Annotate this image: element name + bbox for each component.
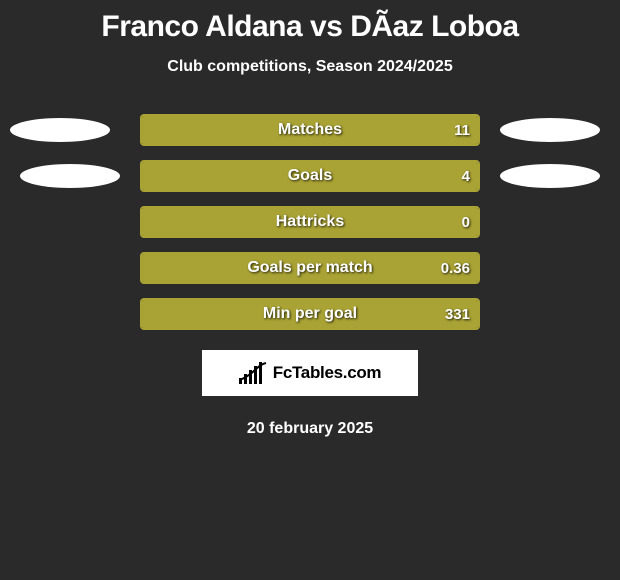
player-avatar xyxy=(500,118,600,142)
stat-label: Min per goal xyxy=(142,305,478,323)
stat-value: 4 xyxy=(462,168,470,185)
subtitle: Club competitions, Season 2024/2025 xyxy=(167,58,452,76)
stat-label: Goals per match xyxy=(142,259,478,277)
logo-text: FcTables.com xyxy=(273,363,382,383)
stat-value: 331 xyxy=(445,306,470,323)
player-avatar xyxy=(20,164,120,188)
stat-bar: Min per goal331 xyxy=(140,298,480,330)
stat-row: Matches11 xyxy=(0,114,620,146)
stat-value: 11 xyxy=(454,122,470,139)
stat-row: Min per goal331 xyxy=(0,298,620,330)
stat-label: Hattricks xyxy=(142,213,478,231)
player-avatar xyxy=(500,164,600,188)
stat-value: 0.36 xyxy=(441,260,470,277)
chart-icon xyxy=(239,362,267,384)
stat-label: Matches xyxy=(142,121,478,139)
stat-bar: Goals4 xyxy=(140,160,480,192)
stat-label: Goals xyxy=(142,167,478,185)
stat-row: Goals4 xyxy=(0,160,620,192)
stat-row: Hattricks0 xyxy=(0,206,620,238)
stat-bar: Goals per match0.36 xyxy=(140,252,480,284)
stats-area: Matches11 Goals4 Hattricks0 Goals per match… xyxy=(0,114,620,330)
fctables-logo[interactable]: FcTables.com xyxy=(202,350,418,396)
player-avatar xyxy=(10,118,110,142)
stat-value: 0 xyxy=(462,214,470,231)
page-title: Franco Aldana vs DÃ­az Loboa xyxy=(101,10,518,44)
stat-bar: Hattricks0 xyxy=(140,206,480,238)
stat-row: Goals per match0.36 xyxy=(0,252,620,284)
stat-bar: Matches11 xyxy=(140,114,480,146)
date-text: 20 february 2025 xyxy=(247,420,373,438)
